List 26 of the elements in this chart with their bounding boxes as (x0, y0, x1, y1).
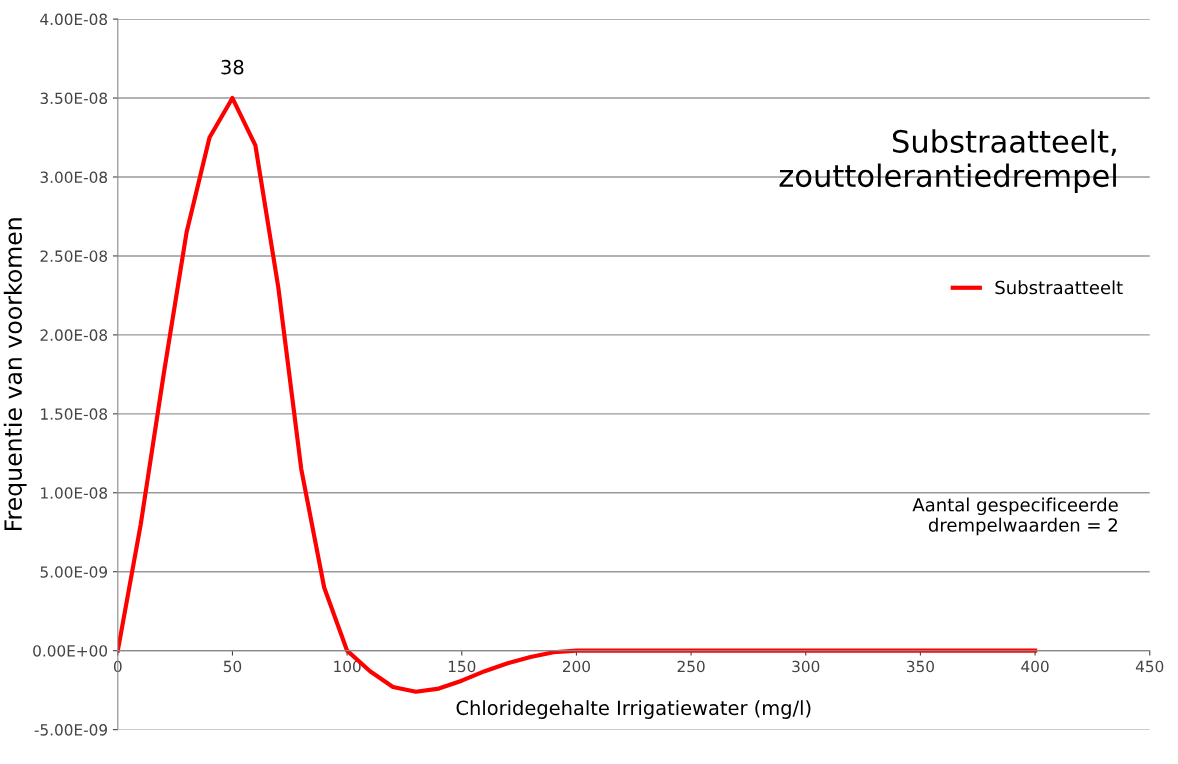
y-tick-label: 2.00E-08 (40, 329, 108, 341)
legend-label: Substraatteelt (995, 280, 1123, 295)
x-tick-label: 200 (562, 660, 590, 673)
x-tick-label: 250 (677, 660, 705, 673)
y-axis-title: Frequentie van voorkomen (3, 218, 27, 531)
x-tick-label: 0 (113, 660, 122, 673)
annotation: Aantal gespecificeerde drempelwaarden = 2 (912, 497, 1118, 536)
y-tick-label: 4.00E-08 (40, 13, 108, 26)
x-axis-title: Chloridegehalte Irrigatiewater (mg/l) (456, 700, 811, 719)
annotation: 38 (221, 59, 244, 75)
x-tick-label: 350 (906, 660, 934, 673)
x-tick-label: 450 (1135, 660, 1164, 673)
y-tick-label: 3.50E-08 (40, 92, 108, 105)
y-tick-label: 3.00E-08 (40, 171, 108, 184)
x-tick-label: 400 (1021, 660, 1049, 673)
y-tick-label: 1.50E-08 (41, 408, 108, 420)
x-tick-label: 100 (334, 660, 361, 673)
x-tick-label: 300 (792, 660, 820, 673)
text: Substraatteelt, zouttolerantiedrempel (779, 129, 1116, 194)
y-tick-label: 1.00E-08 (41, 487, 108, 499)
x-tick-label: 50 (223, 660, 242, 673)
y-tick-label: 5.00E-09 (40, 566, 107, 578)
x-tick-label: 150 (448, 660, 476, 673)
y-tick-label: 2.50E-08 (40, 250, 108, 262)
y-tick-label: 0.00E+00 (33, 645, 108, 657)
y-tick-label: -5.00E-09 (34, 724, 107, 736)
